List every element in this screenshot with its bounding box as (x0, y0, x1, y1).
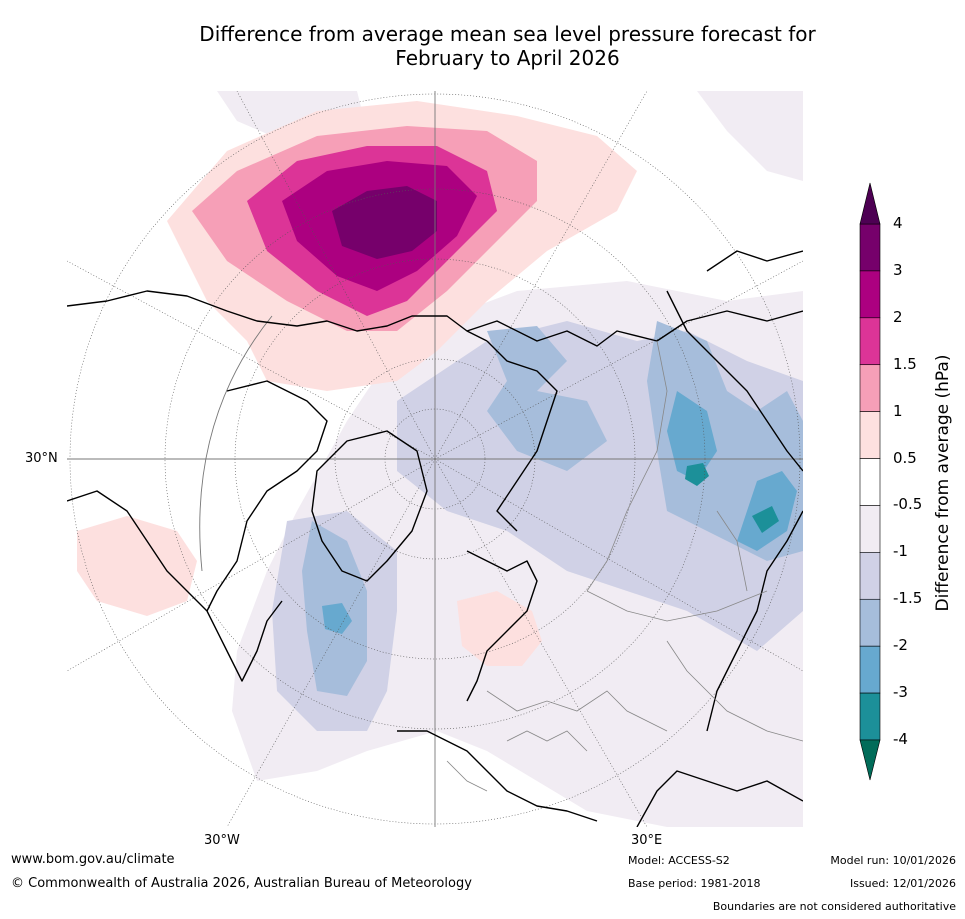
colorbar-overflow-triangle (859, 182, 881, 225)
colorbar-tick-label: 3 (893, 260, 903, 279)
lat-30n-label: 30°N (25, 451, 58, 466)
colorbar-bin (859, 317, 881, 366)
coast-east-asia (706, 250, 803, 272)
coast-hudson-bay (206, 600, 283, 682)
colorbar-bin (859, 692, 881, 741)
coast-alaska-canada (67, 290, 488, 342)
footer-url[interactable]: www.bom.gov.au/climate (11, 852, 175, 867)
footer-model-run: Model run: 10/01/2026 (830, 854, 956, 867)
colorbar-bin (859, 552, 881, 600)
pressure-anomaly-map (67, 91, 803, 827)
footer-base-period: Base period: 1981-2018 (628, 877, 761, 890)
coast-north-america-west (67, 490, 208, 612)
anomaly-region-pos3-pacific (332, 186, 437, 259)
colorbar-tick-label: -3 (893, 683, 908, 702)
lon-30w-label: 30°W (204, 833, 240, 848)
colorbar-bin (859, 270, 881, 319)
coast-china (706, 510, 803, 732)
colorbar-tick-label: 0.5 (893, 448, 917, 467)
anomaly-region-pos05-pacific-west (77, 516, 197, 616)
prime-meridians (67, 91, 803, 827)
footer-copyright: © Commonwealth of Australia 2026, Austra… (11, 876, 472, 891)
colorbar-tick-label: 2 (893, 307, 903, 326)
coast-siberia-north (486, 340, 558, 532)
coast-pacific-russia (666, 290, 803, 472)
colorbar-bin (859, 223, 881, 272)
coastlines (67, 250, 803, 827)
anomaly-region-pos05-scandinavia (457, 591, 542, 666)
coast-arabia (636, 770, 803, 827)
coast-canada-arctic (206, 380, 328, 612)
title-line-1: Difference from average mean sea level p… (199, 22, 816, 46)
colorbar-bin (859, 458, 881, 506)
colorbar-bin (859, 411, 881, 459)
colorbar-tick-label: -2 (893, 636, 908, 655)
chart-title: Difference from average mean sea level p… (0, 22, 965, 70)
colorbar-tick-label: 4 (893, 214, 903, 232)
coast-europe (397, 730, 598, 822)
anomaly-region-neg15-siberia (487, 326, 607, 471)
footer-issued: Issued: 12/01/2026 (849, 877, 956, 890)
colorbar (859, 182, 881, 781)
colorbar-title: Difference from average (hPa) (933, 354, 953, 612)
footer-disclaimer: Boundaries are not considered authoritat… (712, 900, 956, 913)
coast-scandinavia (466, 550, 538, 702)
colorbar-tick-label: -4 (893, 730, 908, 748)
colorbar-bin (859, 645, 881, 694)
anomaly-region-neg3-japan (752, 506, 779, 533)
colorbar-tick-label: -1 (893, 542, 908, 561)
anomaly-region-neg3-mongolia (685, 463, 709, 486)
country-boundaries (446, 340, 803, 792)
footer-model: Model: ACCESS-S2 (628, 854, 730, 867)
lon-30e-label: 30°E (631, 833, 663, 848)
colorbar-underflow-triangle (859, 739, 881, 781)
title-line-2: February to April 2026 (395, 46, 620, 70)
colorbar-bin (859, 505, 881, 553)
anomaly-region-neg05-northeast-corner (697, 91, 803, 181)
anomaly-region-neg2-eastasia (667, 391, 717, 481)
colorbar-tick-label: -0.5 (893, 495, 923, 514)
colorbar-tick-label: 1.5 (893, 354, 917, 373)
colorbar-tick-label: 1 (893, 401, 903, 420)
anomaly-region-neg2-atlantic (322, 603, 352, 634)
colorbar-bin (859, 598, 881, 647)
colorbar-bin (859, 364, 881, 412)
coast-siberia (466, 310, 803, 347)
coast-greenland (311, 430, 428, 582)
colorbar-tick-label: -1.5 (893, 589, 923, 608)
